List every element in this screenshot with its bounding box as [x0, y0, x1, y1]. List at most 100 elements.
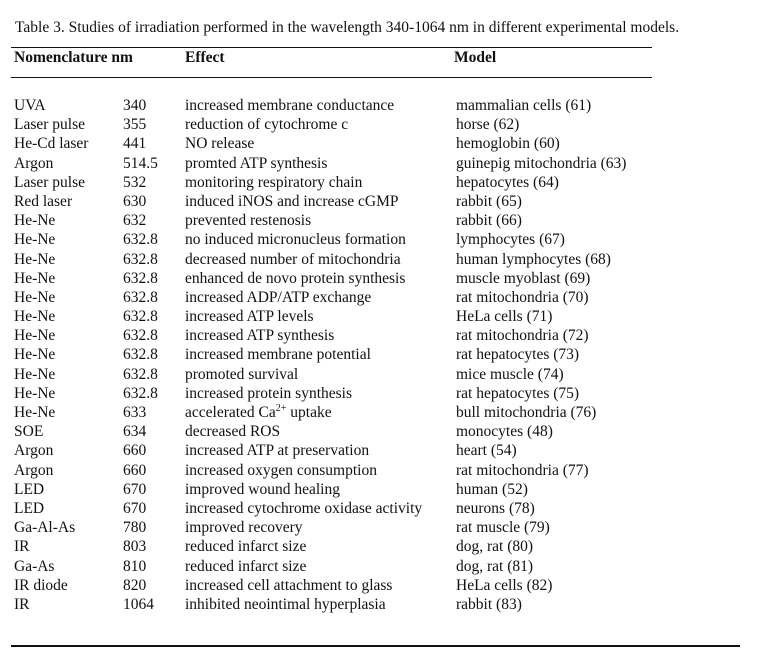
cell-nomenclature: He-Ne	[14, 288, 56, 306]
cell-model: rat mitochondria (72)	[456, 327, 589, 345]
cell-wavelength: 670	[123, 499, 147, 517]
cell-effect: increased ATP levels	[185, 308, 314, 326]
cell-effect: decreased ROS	[185, 423, 281, 441]
cell-nomenclature: IR diode	[14, 576, 68, 594]
cell-effect: reduced infarct size	[185, 557, 307, 575]
cell-model: human lymphocytes (68)	[456, 250, 611, 268]
cell-wavelength: 632.8	[123, 327, 158, 345]
cell-wavelength: 632.8	[123, 384, 158, 402]
cell-model: human (52)	[456, 480, 528, 498]
table-row: He-Ne 632.8 increased ADP/ATP exchange r…	[0, 288, 765, 307]
cell-wavelength: 1064	[123, 595, 154, 613]
cell-nomenclature: Argon	[14, 154, 54, 172]
cell-nomenclature: Ga-Al-As	[14, 519, 76, 537]
cell-wavelength: 820	[123, 576, 147, 594]
cell-model: rabbit (66)	[456, 212, 522, 230]
cell-effect: increased membrane potential	[185, 346, 371, 364]
header-model: Model	[454, 49, 497, 66]
table-row: He-Ne 633 accelerated Ca2+ uptake bull m…	[0, 403, 765, 422]
cell-nomenclature: He-Ne	[14, 308, 56, 326]
table-body: UVA 340 increased membrane conductance m…	[0, 96, 765, 614]
cell-nomenclature: SOE	[14, 423, 44, 441]
cell-model: hemoglobin (60)	[456, 135, 560, 153]
cell-wavelength: 632.8	[123, 365, 158, 383]
cell-effect: monitoring respiratory chain	[185, 173, 363, 191]
cell-effect: improved wound healing	[185, 480, 340, 498]
cell-wavelength: 340	[123, 97, 147, 114]
table-row: SOE 634 decreased ROS monocytes (48)	[0, 422, 765, 441]
cell-wavelength: 634	[123, 423, 147, 441]
cell-model: dog, rat (81)	[456, 557, 534, 575]
table-row: Ga-As 810 reduced infarct size dog, rat …	[0, 557, 765, 576]
cell-nomenclature: UVA	[14, 97, 46, 114]
cell-nomenclature: He-Ne	[14, 346, 56, 364]
cell-model: dog, rat (80)	[456, 538, 534, 556]
table-row: He-Ne 632.8 no induced micronucleus form…	[0, 230, 765, 249]
table-bottom-rule	[11, 645, 740, 647]
cell-model: neurons (78)	[456, 499, 535, 517]
cell-model: rabbit (65)	[456, 192, 522, 210]
cell-effect: reduced infarct size	[185, 538, 307, 556]
cell-wavelength: 630	[123, 192, 147, 210]
cell-nomenclature: He-Ne	[14, 250, 56, 268]
cell-model: HeLa cells (82)	[456, 576, 553, 594]
cell-effect: induced iNOS and increase cGMP	[185, 192, 399, 210]
cell-model: heart (54)	[456, 442, 517, 460]
table-row: UVA 340 increased membrane conductance m…	[0, 96, 765, 115]
cell-nomenclature: He-Ne	[14, 269, 56, 287]
cell-model: rat mitochondria (77)	[456, 461, 589, 479]
header-effect: Effect	[185, 49, 225, 66]
cell-effect: enhanced de novo protein synthesis	[185, 269, 406, 287]
cell-model: bull mitochondria (76)	[456, 404, 597, 421]
cell-wavelength: 660	[123, 461, 147, 479]
table-row: He-Ne 632.8 increased protein synthesis …	[0, 384, 765, 403]
cell-wavelength: 632	[123, 212, 147, 230]
cell-model: muscle myoblast (69)	[456, 269, 591, 287]
cell-wavelength: 632.8	[123, 250, 158, 268]
effect-text-suffix: uptake	[286, 404, 332, 421]
table-row: Ga-Al-As 780 improved recovery rat muscl…	[0, 518, 765, 537]
cell-effect: promted ATP synthesis	[185, 154, 328, 172]
cell-effect: increased cell attachment to glass	[185, 576, 393, 594]
table-row: He-Ne 632.8 decreased number of mitochon…	[0, 250, 765, 269]
cell-nomenclature: IR	[14, 538, 30, 556]
cell-nomenclature: He-Ne	[14, 231, 56, 249]
cell-effect: increased membrane conductance	[185, 97, 395, 114]
cell-wavelength: 660	[123, 442, 147, 460]
cell-model: HeLa cells (71)	[456, 308, 553, 326]
cell-nomenclature: Red laser	[14, 192, 73, 210]
header-rule	[11, 77, 652, 78]
cell-nomenclature: He-Ne	[14, 327, 56, 345]
table-row: He-Cd laser 441 NO release hemoglobin (6…	[0, 134, 765, 153]
table-row: Argon 514.5 promted ATP synthesis guinep…	[0, 154, 765, 173]
cell-nomenclature: LED	[14, 499, 45, 517]
cell-wavelength: 810	[123, 557, 147, 575]
cell-effect: increased ATP at preservation	[185, 442, 370, 460]
table-row: Laser pulse 355 reduction of cytochrome …	[0, 115, 765, 134]
cell-effect: reduction of cytochrome c	[185, 116, 349, 134]
cell-wavelength: 441	[123, 135, 147, 153]
cell-wavelength: 632.8	[123, 346, 158, 364]
cell-wavelength: 633	[123, 404, 147, 421]
cell-effect: increased ADP/ATP exchange	[185, 288, 372, 306]
cell-model: lymphocytes (67)	[456, 231, 565, 249]
cell-nomenclature: Ga-As	[14, 557, 55, 575]
cell-effect: decreased number of mitochondria	[185, 250, 401, 268]
cell-nomenclature: Laser pulse	[14, 116, 86, 134]
cell-effect: improved recovery	[185, 519, 303, 537]
cell-effect: accelerated Ca2+ uptake	[185, 403, 332, 422]
cell-wavelength: 780	[123, 519, 147, 537]
cell-nomenclature: Argon	[14, 461, 54, 479]
cell-wavelength: 632.8	[123, 308, 158, 326]
cell-effect: NO release	[185, 135, 255, 153]
cell-wavelength: 632.8	[123, 269, 158, 287]
cell-effect: no induced micronucleus formation	[185, 231, 406, 249]
cell-nomenclature: He-Ne	[14, 212, 56, 230]
cell-nomenclature: Argon	[14, 442, 54, 460]
cell-effect: increased oxygen consumption	[185, 461, 377, 479]
cell-nomenclature: Laser pulse	[14, 173, 86, 191]
cell-model: rabbit (83)	[456, 595, 522, 613]
cell-model: horse (62)	[456, 116, 520, 134]
cell-nomenclature: LED	[14, 480, 45, 498]
cell-effect: inhibited neointimal hyperplasia	[185, 595, 386, 613]
